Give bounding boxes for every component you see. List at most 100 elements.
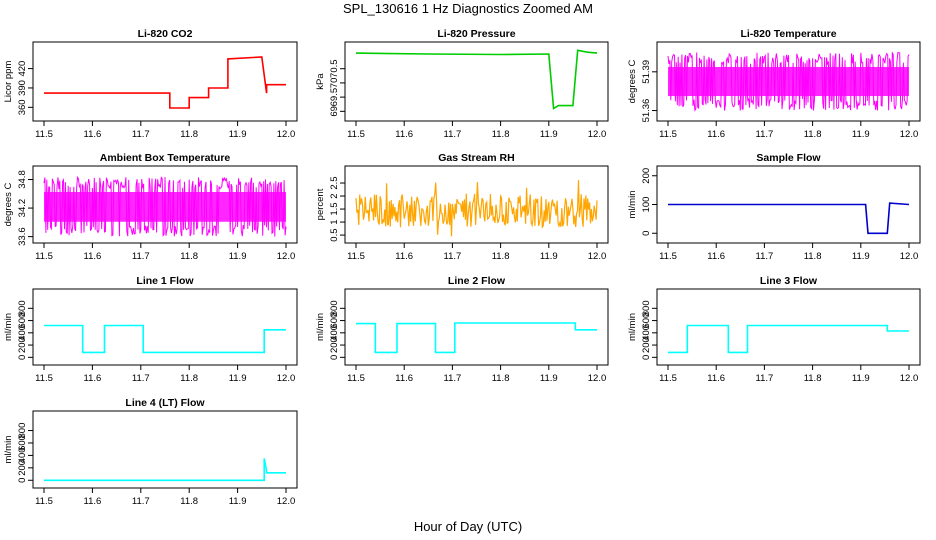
y-tick-label: 69: [329, 106, 340, 117]
y-tick-label: 600: [329, 313, 340, 329]
x-tick-label: 12.0: [277, 496, 296, 507]
y-tick-label: 51.36: [641, 99, 652, 123]
y-tick-label: 600: [17, 313, 28, 329]
x-tick-label: 11.8: [804, 373, 822, 384]
panel-4: Ambient Box Temperature 11.5 11.6 11.7 11.8 1…: [3, 152, 298, 262]
x-tick-label: 11.9: [229, 496, 247, 507]
y-tick-label: 800: [17, 300, 28, 316]
x-tick-label: 11.8: [180, 251, 198, 262]
panel-title: Sample Flow: [756, 152, 821, 164]
panel-1: Li-820 CO2 11.5 11.6 11.7 11.8 11.9 12.0 360 390…: [3, 28, 298, 140]
data-series-noise: [355, 180, 598, 237]
y-axis-label: ml/min: [627, 313, 638, 341]
y-tick-label: 400: [17, 447, 28, 463]
x-tick-label: 11.7: [132, 496, 150, 507]
x-tick-label: 11.9: [229, 129, 247, 140]
plot-frame: [656, 41, 921, 122]
x-tick-label: 12.0: [900, 251, 919, 262]
y-axis-label: ml/min: [3, 436, 14, 464]
panel-title: Ambient Box Temperature: [100, 152, 231, 164]
x-tick-label: 11.9: [229, 373, 247, 384]
panel-title: Line 2 Flow: [448, 275, 506, 287]
y-tick-label: 600: [641, 313, 652, 329]
y-axis-label: degrees C: [627, 59, 638, 103]
x-tick-label: 11.7: [444, 251, 462, 262]
panel-6: Sample Flow 11.5 11.6 11.7 11.8 11.9 12.0 0 100 2…: [627, 152, 921, 262]
x-tick-label: 11.5: [659, 251, 677, 262]
data-series-line: [356, 322, 597, 354]
y-tick-label: 0.5: [329, 228, 340, 241]
x-tick-label: 12.0: [277, 251, 296, 262]
x-tick-label: 11.7: [132, 251, 150, 262]
y-axis-label: ml/min: [3, 313, 14, 341]
x-tick-label: 11.5: [35, 373, 53, 384]
y-tick-label: 0: [17, 355, 28, 360]
data-series-line: [44, 56, 286, 109]
y-tick-label: 1: [329, 219, 340, 224]
plot-frame: [32, 410, 298, 489]
y-tick-label: 390: [17, 80, 28, 96]
x-tick-label: 12.0: [588, 373, 607, 384]
y-tick-label: 33.6: [17, 227, 28, 246]
panel-10: Line 4 (LT) Flow 11.5 11.6 11.7 11.8 11.9 12.0…: [3, 397, 298, 507]
x-tick-label: 11.7: [444, 373, 462, 384]
x-tick-label: 11.9: [852, 129, 870, 140]
x-tick-label: 11.8: [180, 129, 198, 140]
x-tick-label: 11.6: [707, 251, 725, 262]
x-tick-label: 11.8: [492, 373, 510, 384]
y-axis-label: percent: [315, 188, 326, 220]
x-tick-label: 12.0: [277, 373, 296, 384]
y-axis-label: degrees C: [3, 182, 14, 226]
y-tick-label: 200: [17, 337, 28, 353]
y-tick-label: 400: [329, 325, 340, 341]
y-axis-label: ml/min: [627, 191, 638, 219]
y-tick-label: 1.5: [329, 202, 340, 215]
y-tick-label: 200: [329, 337, 340, 353]
y-tick-label: 600: [17, 435, 28, 451]
x-tick-label: 11.6: [84, 251, 102, 262]
x-tick-label: 11.6: [707, 129, 725, 140]
plot-frame: [344, 165, 609, 244]
panel-7: Line 1 Flow 11.5 11.6 11.7 11.8 11.9 12.0 0 2004…: [3, 275, 298, 384]
plot-frame: [32, 288, 298, 366]
y-axis-label: Licor ppm: [3, 61, 14, 103]
y-tick-label: 100: [641, 197, 652, 213]
data-series-line: [355, 49, 598, 110]
y-tick-label: 0: [329, 355, 340, 360]
plot-frame: [32, 165, 298, 244]
data-series-line: [668, 324, 909, 354]
x-tick-label: 11.9: [540, 373, 558, 384]
y-tick-label: 0: [17, 478, 28, 483]
y-tick-label: 420: [17, 61, 28, 77]
x-tick-label: 11.7: [756, 251, 774, 262]
y-tick-label: 34.2: [17, 199, 28, 218]
y-tick-label: 34.8: [17, 170, 28, 189]
plot-frame: [344, 41, 609, 122]
data-series-line: [44, 458, 286, 482]
x-tick-label: 11.9: [229, 251, 247, 262]
y-tick-label: 0: [641, 355, 652, 360]
x-tick-label: 11.6: [395, 373, 413, 384]
panel-title: Li-820 Temperature: [740, 28, 836, 40]
x-tick-label: 11.6: [84, 129, 102, 140]
x-tick-label: 11.5: [347, 251, 365, 262]
x-tick-label: 11.7: [132, 129, 150, 140]
x-tick-label: 11.7: [132, 373, 150, 384]
y-tick-label: 51.39: [641, 60, 652, 84]
y-tick-label: 2: [329, 193, 340, 198]
y-tick-label: 0: [641, 231, 652, 236]
x-tick-label: 12.0: [588, 251, 607, 262]
dense-band: [44, 192, 286, 222]
x-tick-label: 11.7: [444, 129, 462, 140]
panel-title: Line 3 Flow: [760, 275, 818, 287]
x-tick-label: 11.7: [756, 373, 774, 384]
x-tick-label: 11.5: [35, 251, 53, 262]
x-tick-label: 12.0: [900, 129, 919, 140]
y-tick-label: 400: [641, 325, 652, 341]
y-tick-label: 70.5: [329, 59, 340, 78]
panel-8: Line 2 Flow 11.5 11.6 11.7 11.8 11.9 12.0 0 2004…: [315, 275, 609, 384]
x-tick-label: 11.5: [347, 373, 365, 384]
data-series-line: [44, 324, 286, 354]
x-tick-label: 11.6: [395, 251, 413, 262]
